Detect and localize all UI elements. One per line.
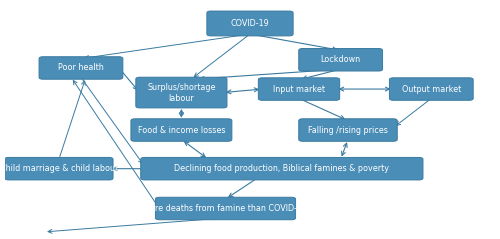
Text: More deaths from famine than COVID-19: More deaths from famine than COVID-19 — [144, 204, 308, 213]
FancyBboxPatch shape — [207, 11, 293, 36]
FancyBboxPatch shape — [39, 57, 123, 79]
Text: Lockdown: Lockdown — [320, 55, 360, 64]
Text: Child marriage & child labour: Child marriage & child labour — [0, 164, 118, 173]
FancyBboxPatch shape — [5, 158, 113, 180]
Text: Food & income losses: Food & income losses — [138, 125, 225, 135]
Text: Output market: Output market — [402, 85, 461, 93]
FancyBboxPatch shape — [299, 49, 382, 71]
FancyBboxPatch shape — [136, 77, 227, 108]
FancyBboxPatch shape — [140, 158, 423, 180]
FancyBboxPatch shape — [258, 78, 340, 100]
Text: Poor health: Poor health — [58, 64, 104, 72]
Text: COVID-19: COVID-19 — [230, 19, 270, 28]
FancyBboxPatch shape — [299, 119, 397, 141]
FancyBboxPatch shape — [131, 119, 232, 141]
FancyBboxPatch shape — [390, 78, 473, 100]
Text: Surplus/shortage
labour: Surplus/shortage labour — [147, 82, 216, 103]
Text: Falling /rising prices: Falling /rising prices — [308, 125, 388, 135]
Text: Declining food production, Biblical famines & poverty: Declining food production, Biblical fami… — [174, 164, 390, 173]
Text: Input market: Input market — [273, 85, 325, 93]
FancyBboxPatch shape — [156, 197, 296, 220]
